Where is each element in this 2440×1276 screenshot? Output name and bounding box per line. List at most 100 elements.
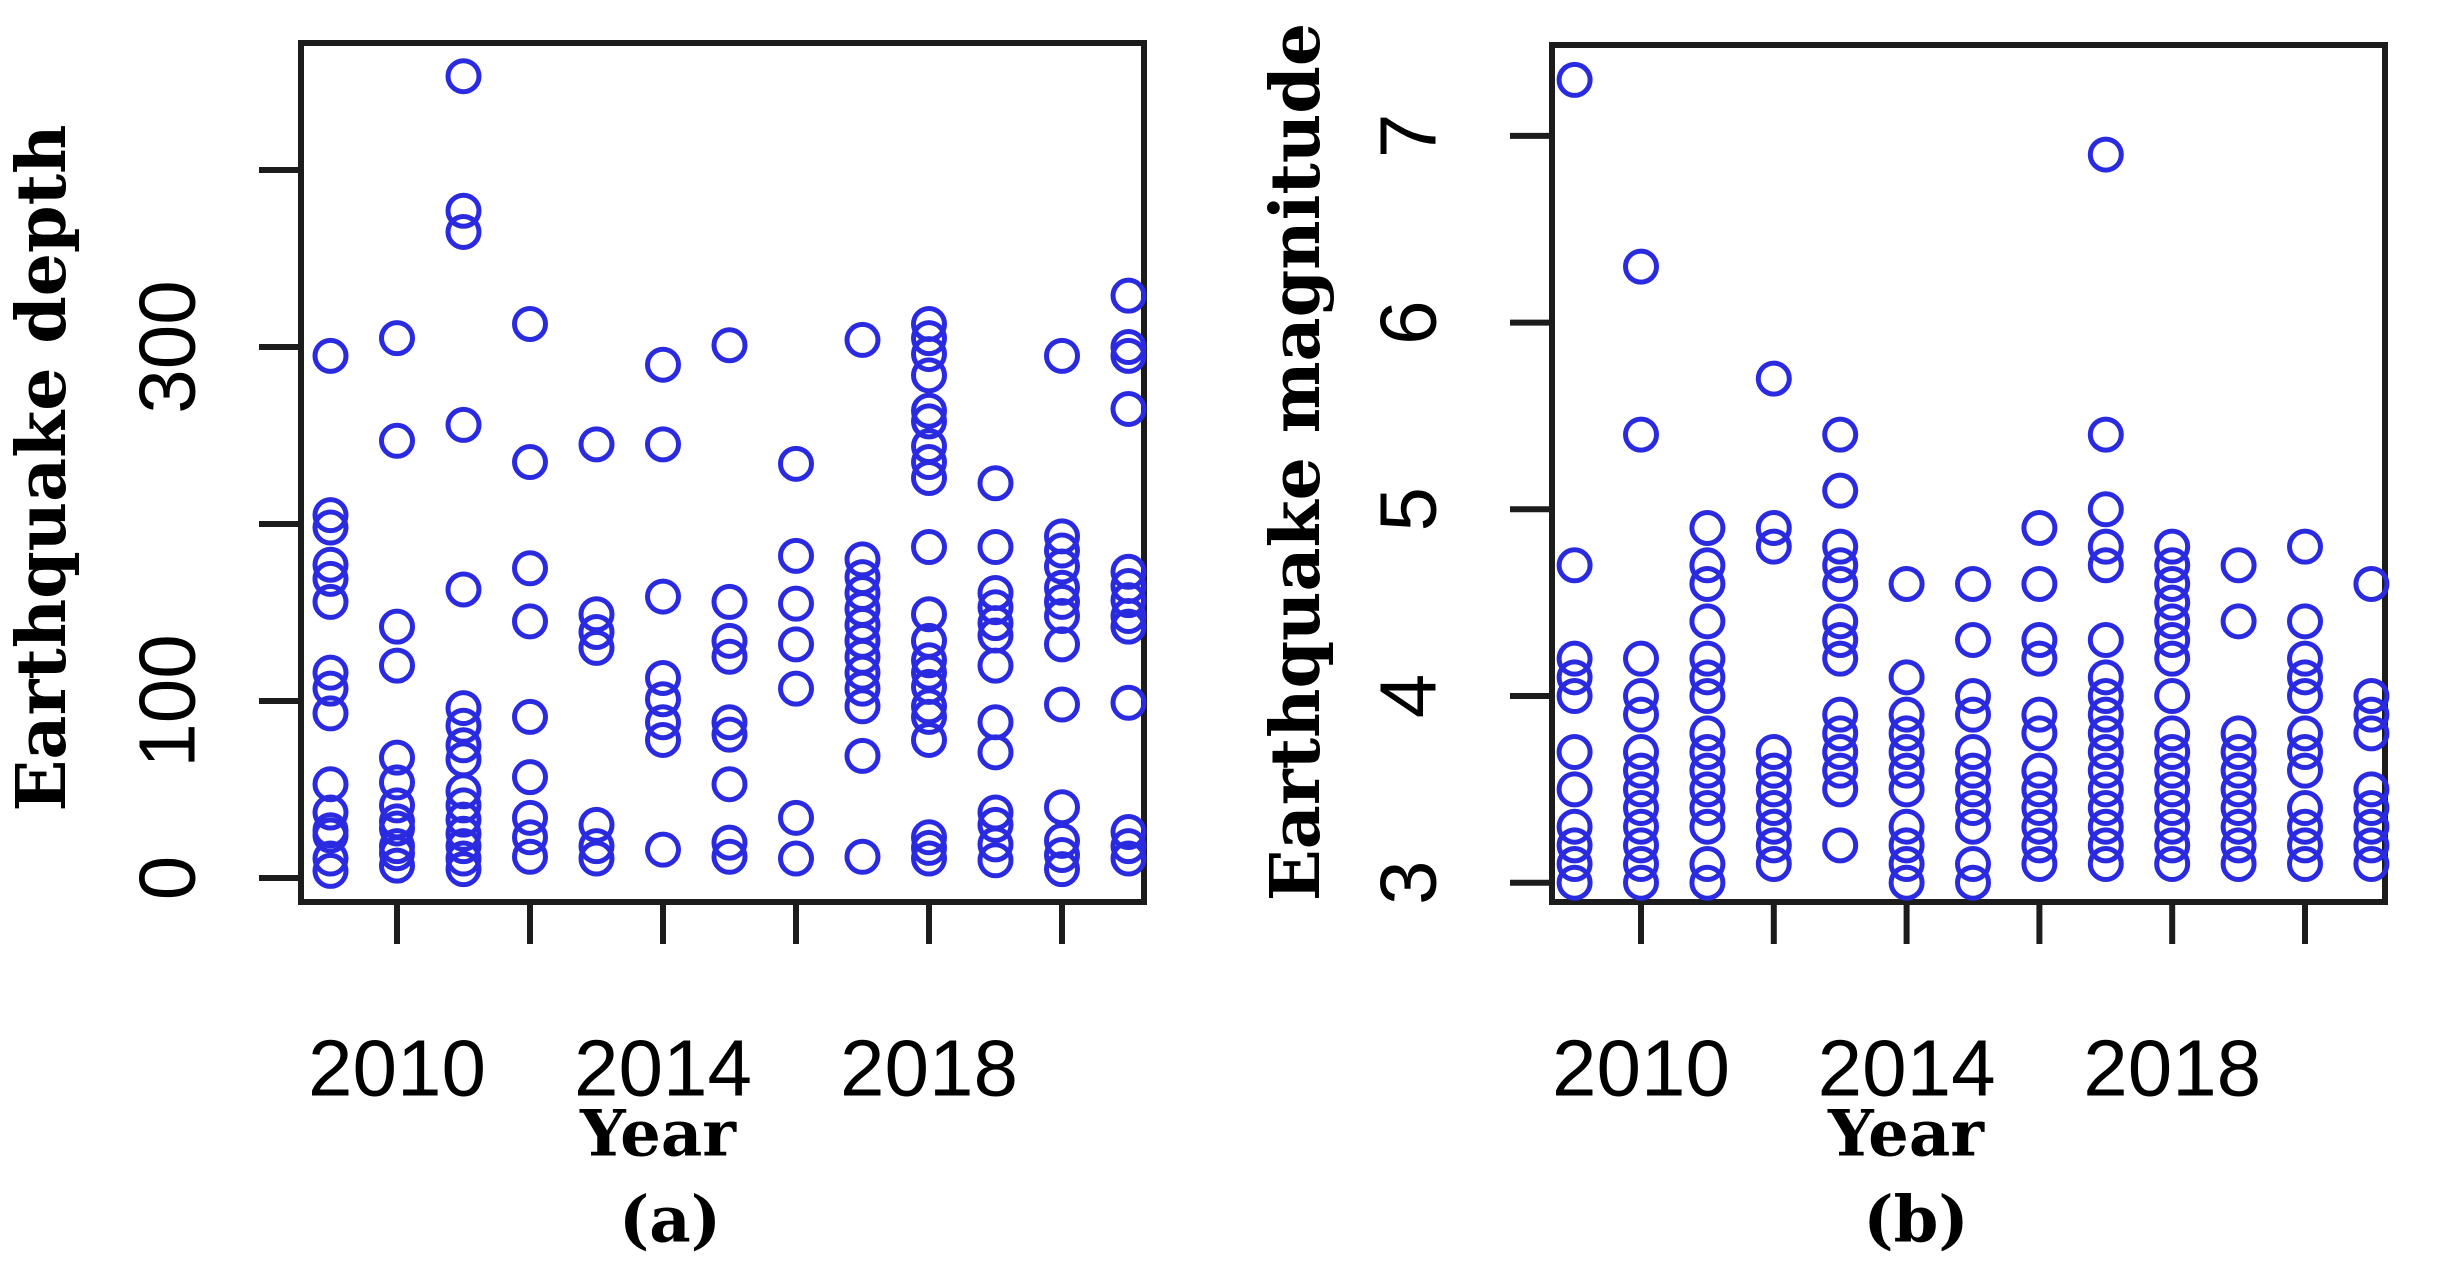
- data-point: [911, 357, 947, 394]
- data-point: [911, 529, 947, 566]
- data-point: [2220, 771, 2257, 808]
- data-point: [2087, 136, 2124, 173]
- data-point: [711, 766, 748, 803]
- data-point: [1955, 790, 1991, 827]
- data-point: [2154, 584, 2191, 621]
- data-point: [2087, 752, 2124, 789]
- data-point: [1822, 528, 1859, 565]
- data-point: [2087, 827, 2124, 864]
- data-point: [2087, 790, 2124, 827]
- data-point: [2154, 678, 2191, 714]
- data-point: [1623, 846, 1659, 883]
- data-point: [2287, 752, 2323, 789]
- data-point: [778, 670, 814, 707]
- data-point: [2220, 752, 2257, 789]
- data-point: [2087, 491, 2124, 528]
- data-point: [1623, 790, 1659, 827]
- data-point: [445, 840, 482, 877]
- data-point: [977, 842, 1014, 879]
- data-point: [312, 670, 349, 707]
- data-point: [312, 509, 349, 546]
- data-point: [1623, 248, 1659, 285]
- data-point: [512, 799, 548, 836]
- data-point: [2353, 678, 2390, 714]
- data-point: [2220, 715, 2257, 752]
- data-point: [711, 824, 748, 861]
- data-point: [2353, 790, 2390, 827]
- data-point: [1689, 640, 1726, 677]
- data-point: [844, 654, 881, 691]
- data-point: [778, 799, 814, 836]
- data-point: [2220, 547, 2257, 584]
- data-point: [2087, 528, 2124, 565]
- data-point: [911, 654, 947, 691]
- x-tick-label-b: 2018: [2083, 1024, 2261, 1113]
- data-point: [1888, 696, 1925, 733]
- data-point: [2021, 509, 2058, 546]
- y-tick-label-a: 0: [123, 856, 212, 901]
- data-point: [2021, 790, 2058, 827]
- data-point: [2287, 846, 2323, 883]
- data-point: [1888, 734, 1925, 771]
- data-point: [1888, 715, 1925, 752]
- data-point: [977, 826, 1014, 863]
- data-point: [1623, 678, 1659, 714]
- data-point: [2154, 715, 2191, 752]
- data-point: [445, 851, 482, 888]
- data-point: [711, 327, 748, 364]
- data-point: [1044, 789, 1080, 826]
- data-point: [1888, 808, 1925, 845]
- data-point: [2287, 640, 2323, 677]
- data-point: [1689, 659, 1726, 696]
- data-point: [1955, 846, 1991, 883]
- data-point: [645, 721, 681, 758]
- data-point: [1755, 734, 1792, 771]
- data-point: [911, 698, 947, 735]
- data-point: [2353, 565, 2390, 602]
- data-point: [2087, 416, 2124, 453]
- data-point: [1822, 752, 1859, 789]
- data-point: [1955, 565, 1991, 602]
- data-point: [1689, 603, 1726, 640]
- plot-box-b: [1549, 42, 2388, 905]
- data-point: [1556, 846, 1593, 883]
- data-point: [1689, 678, 1726, 714]
- data-point: [578, 629, 615, 666]
- data-point: [2021, 752, 2058, 789]
- data-point: [578, 596, 615, 633]
- data-point: [1556, 659, 1593, 696]
- panel-caption-a: (a): [618, 1182, 722, 1258]
- data-point: [977, 806, 1014, 843]
- data-point: [711, 716, 748, 753]
- data-point: [1755, 509, 1792, 546]
- data-point: [1955, 752, 1991, 789]
- x-tick-label-a: 2018: [840, 1024, 1018, 1113]
- y-tick-label-a: 300: [123, 280, 212, 413]
- data-point: [2021, 846, 2058, 883]
- data-point: [977, 529, 1014, 566]
- data-point: [312, 497, 349, 534]
- data-point: [2021, 827, 2058, 864]
- data-point: [1755, 827, 1792, 864]
- data-point: [512, 759, 548, 796]
- data-point: [1888, 771, 1925, 808]
- data-point: [2154, 640, 2191, 677]
- data-point: [1689, 752, 1726, 789]
- data-point: [911, 392, 947, 429]
- data-point: [445, 213, 482, 250]
- data-point: [645, 426, 681, 463]
- data-point: [911, 320, 947, 357]
- data-point: [512, 698, 548, 735]
- data-point: [379, 739, 415, 776]
- data-point: [2021, 771, 2058, 808]
- data-point: [1822, 565, 1859, 602]
- data-point: [312, 794, 349, 831]
- data-point: [1822, 472, 1859, 509]
- data-point: [1623, 416, 1659, 453]
- data-point: [1888, 752, 1925, 789]
- data-point: [1822, 547, 1859, 584]
- data-point: [2154, 734, 2191, 771]
- data-point: [2154, 603, 2191, 640]
